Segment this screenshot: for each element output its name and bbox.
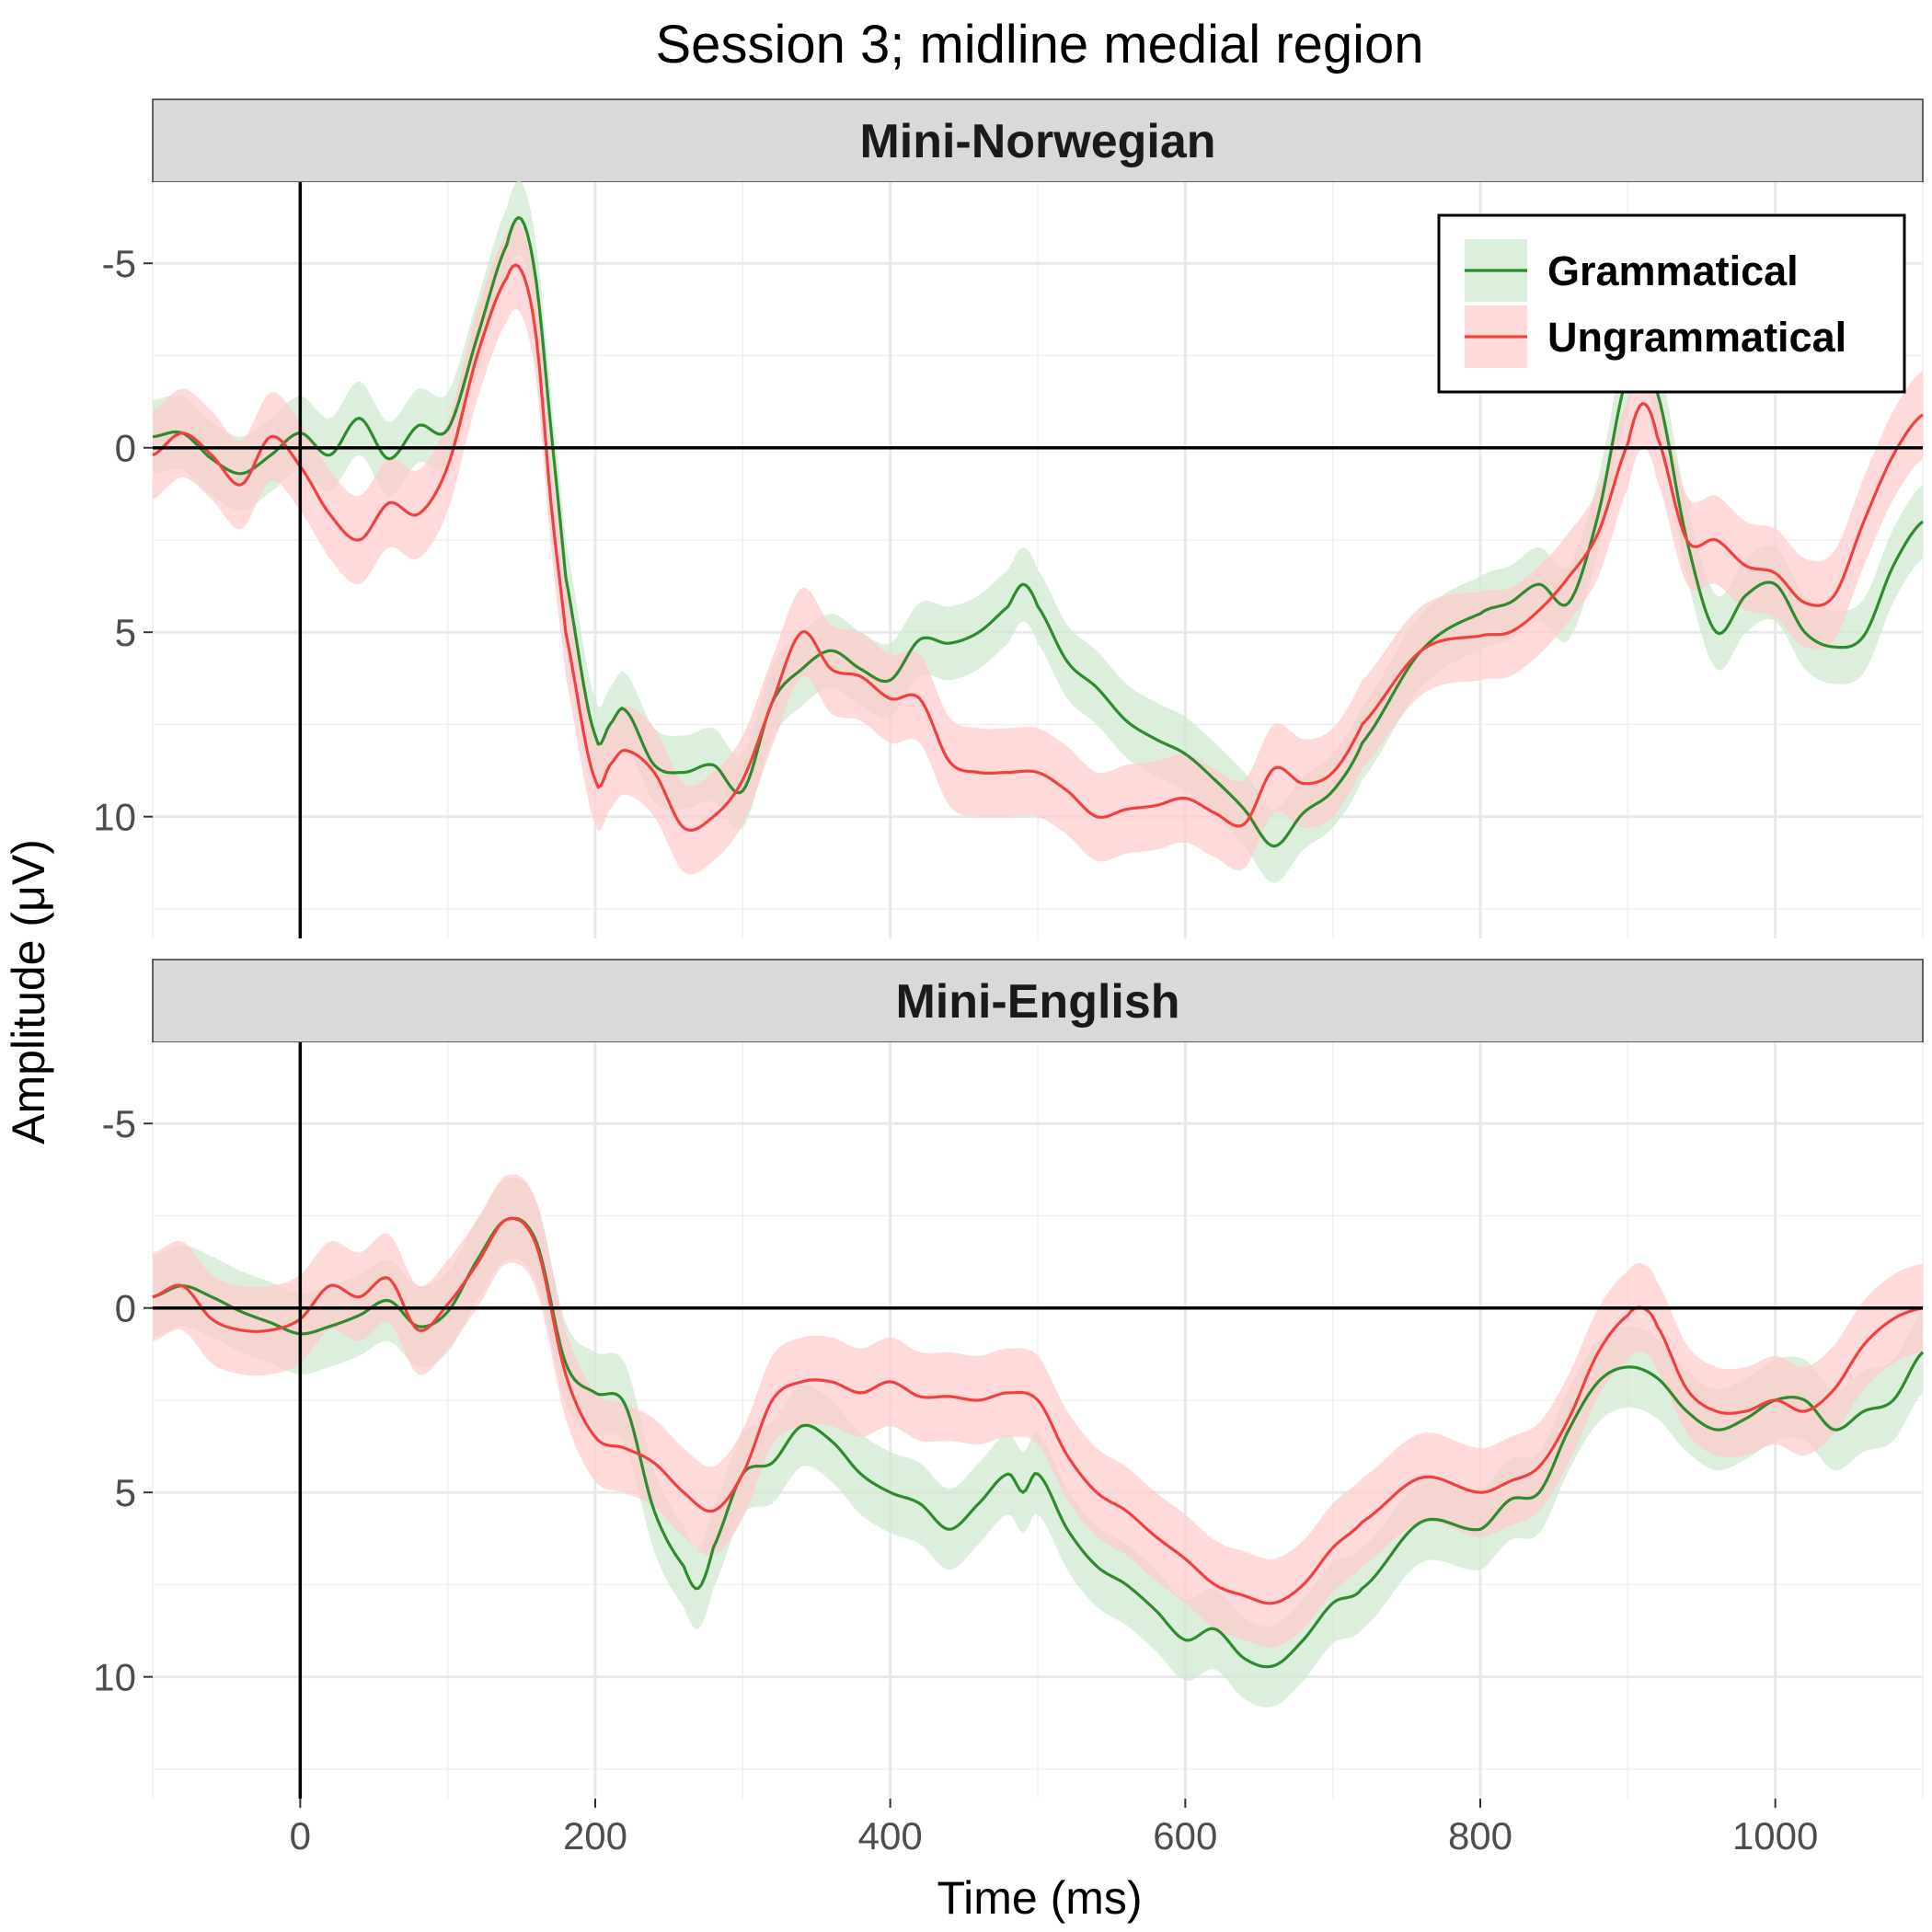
ci-ribbon-ungrammatical <box>153 220 1923 875</box>
panel-title: Mini-Norwegian <box>859 115 1215 168</box>
y-tick-label: -5 <box>102 242 136 285</box>
lines <box>152 1216 1925 1669</box>
panel-title: Mini-English <box>895 975 1179 1029</box>
panel-strip <box>152 959 1924 1043</box>
y-tick-label: 10 <box>93 796 136 839</box>
y-tick-label: 0 <box>115 427 136 470</box>
x-axis-title: Time (ms) <box>937 1872 1142 1924</box>
x-tick-label: 1000 <box>1732 1814 1818 1857</box>
x-tick-label: 800 <box>1448 1814 1512 1857</box>
y-tick-label: -5 <box>102 1102 136 1145</box>
x-tick-label: 600 <box>1153 1814 1217 1857</box>
panels: Mini-Norwegian -5 0 5 10 Mini-English -5 0 5 10 0 2… <box>93 98 1925 1857</box>
y-tick-label: 10 <box>93 1656 136 1699</box>
series-line-grammatical <box>152 1216 1925 1669</box>
legend-label: Grammatical <box>1547 247 1799 294</box>
x-tick-label: 0 <box>290 1814 311 1857</box>
panel-0: Mini-Norwegian -5 0 5 10 <box>93 98 1925 938</box>
y-tick-label: 5 <box>115 611 136 654</box>
panel-1: Mini-English -5 0 5 10 0 200 400 600 800 1000 <box>93 959 1925 1857</box>
y-axis-title: Amplitude (μV) <box>3 839 54 1144</box>
ribbons <box>153 180 1923 883</box>
series-line-ungrammatical <box>152 1216 1924 1605</box>
x-tick-label: 400 <box>858 1814 923 1857</box>
y-tick-label: 0 <box>115 1287 136 1330</box>
series-line-ungrammatical <box>152 263 1924 832</box>
legend-label: Ungrammatical <box>1547 314 1846 361</box>
x-tick-label: 200 <box>563 1814 627 1857</box>
y-tick-label: 5 <box>115 1471 136 1514</box>
panel-strip <box>152 98 1924 183</box>
legend: Grammatical Ungrammatical <box>1437 213 1906 394</box>
chart-title: Session 3; midline medial region <box>656 15 1424 75</box>
ci-ribbon-grammatical <box>153 180 1923 883</box>
